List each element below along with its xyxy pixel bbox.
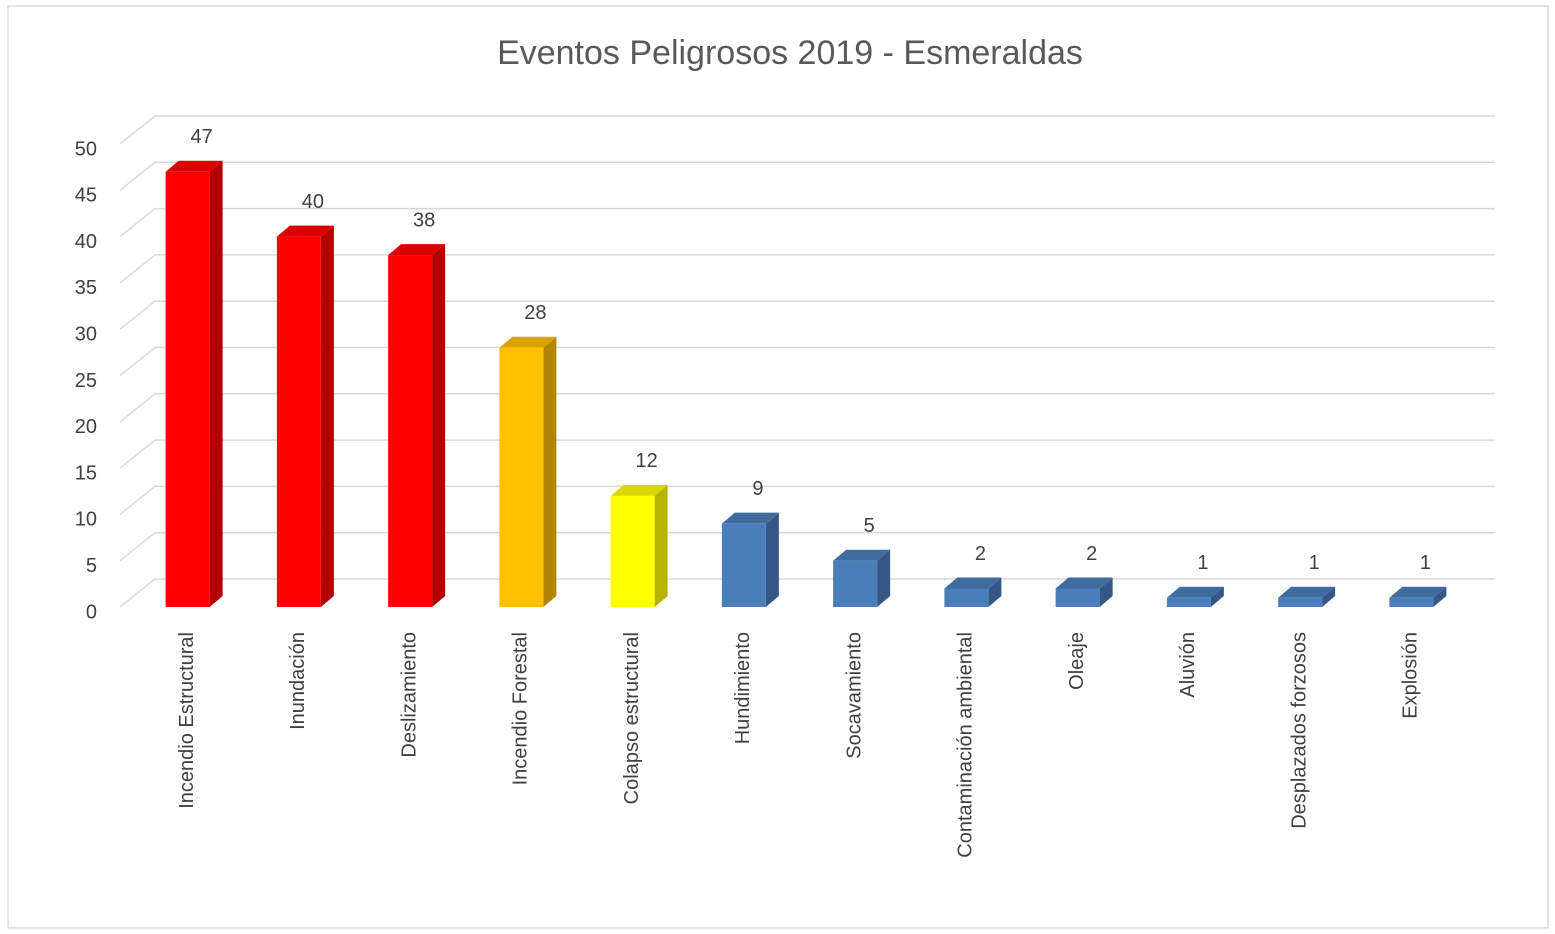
chart-frame <box>7 5 1549 929</box>
bar-top <box>833 549 891 561</box>
bar <box>1055 588 1100 607</box>
data-label: 1 <box>1309 552 1320 574</box>
x-tick-label: Inundación <box>287 632 309 730</box>
bar-top <box>1278 586 1336 598</box>
grid-line <box>119 485 1495 515</box>
bar <box>1389 597 1434 607</box>
grid-line <box>119 578 1495 608</box>
x-tick-label: Desplazados forzosos <box>1288 632 1310 829</box>
bar <box>833 560 878 607</box>
bar-top <box>499 336 557 348</box>
data-label: 47 <box>191 126 213 148</box>
bar-top <box>276 225 334 237</box>
data-label: 2 <box>975 543 986 565</box>
data-label: 1 <box>1197 552 1208 574</box>
y-tick-label: 30 <box>75 323 97 345</box>
bar-side <box>1433 586 1447 607</box>
grid-line <box>119 207 1495 238</box>
y-tick-label: 5 <box>86 555 97 577</box>
bar <box>1278 597 1323 607</box>
bar-top <box>721 512 779 524</box>
bar-side <box>1322 586 1336 607</box>
bar-top <box>610 484 668 496</box>
grid-line <box>119 254 1495 284</box>
data-label: 28 <box>524 302 546 324</box>
bar-top <box>1166 586 1224 598</box>
y-tick-label: 25 <box>75 370 97 392</box>
y-tick-label: 20 <box>75 416 97 438</box>
x-tick-label: Aluvión <box>1177 632 1199 698</box>
x-tick-label: Contaminación ambiental <box>955 632 977 858</box>
x-tick-label: Oleaje <box>1066 632 1088 690</box>
bar-side <box>209 160 223 607</box>
x-tick-label: Socavamiento <box>843 632 865 759</box>
bar-side <box>877 549 891 607</box>
bar-side <box>1099 577 1113 607</box>
y-tick-label: 15 <box>75 462 97 484</box>
bar-top <box>165 160 223 172</box>
y-tick-label: 45 <box>75 185 97 207</box>
bar <box>499 347 544 607</box>
data-label: 40 <box>302 191 324 213</box>
data-label: 38 <box>413 209 435 231</box>
bar <box>276 236 321 607</box>
x-tick-label: Explosión <box>1400 632 1422 719</box>
y-tick-label: 35 <box>75 277 97 299</box>
y-tick-label: 50 <box>75 138 97 160</box>
bar-side <box>765 512 779 607</box>
grid-line <box>119 300 1495 330</box>
x-tick-label: Colapso estructural <box>621 632 643 804</box>
bar-side <box>1210 586 1224 607</box>
bar <box>944 588 989 607</box>
data-label: 1 <box>1420 552 1431 574</box>
data-label: 12 <box>636 450 658 472</box>
grid-line <box>119 161 1495 191</box>
bar <box>1166 597 1211 607</box>
grid-line <box>119 115 1495 145</box>
bar <box>388 255 433 607</box>
x-tick-label: Deslizamiento <box>398 632 420 758</box>
y-tick-label: 10 <box>75 509 97 531</box>
bar-top <box>1389 586 1447 598</box>
bar <box>610 495 655 607</box>
bar-side <box>654 484 668 607</box>
bar-side <box>320 225 334 607</box>
grid-line <box>119 531 1495 562</box>
bar-top <box>388 244 446 256</box>
y-tick-label: 0 <box>86 601 97 623</box>
x-tick-label: Incendio Forestal <box>510 632 532 785</box>
bar <box>721 523 766 607</box>
bar-top <box>1055 577 1113 589</box>
grid-line <box>119 393 1495 423</box>
grid-line <box>119 346 1495 377</box>
chart-title: Eventos Peligrosos 2019 - Esmeraldas <box>497 34 1083 72</box>
data-label: 9 <box>752 478 763 500</box>
bar-top <box>944 577 1002 589</box>
bar-side <box>988 577 1002 607</box>
bar-side <box>543 336 557 607</box>
grid-line <box>119 439 1495 469</box>
bar-side <box>432 244 446 607</box>
x-tick-label: Incendio Estructural <box>176 632 198 809</box>
bar <box>165 171 210 607</box>
data-label: 2 <box>1086 543 1097 565</box>
x-tick-label: Hundimiento <box>732 632 754 744</box>
data-label: 5 <box>864 515 875 537</box>
y-tick-label: 40 <box>75 231 97 253</box>
